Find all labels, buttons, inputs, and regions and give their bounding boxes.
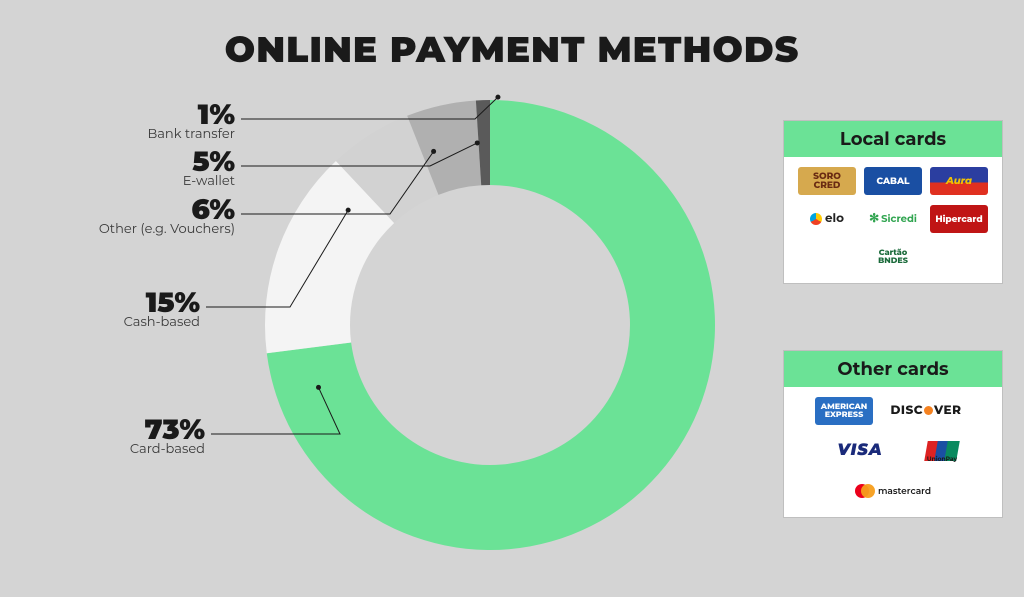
segment-label-cash-based: 15% Cash-based xyxy=(124,289,200,329)
segment-name: Bank transfer xyxy=(147,127,235,141)
segment-name: Other (e.g. Vouchers) xyxy=(99,222,235,236)
donut-chart xyxy=(260,95,720,555)
panel-other-cards: Other cards AMERICAN EXPRESS DISCVER VISA U… xyxy=(783,350,1003,518)
brand-logo-elo: elo xyxy=(798,205,856,233)
segment-label-bank-transfer: 1% Bank transfer xyxy=(147,101,235,141)
segment-label-other: 6% Other (e.g. Vouchers) xyxy=(99,196,235,236)
panel-local-cards: Local cards SORO CRED CABAL Aura elo ✻Sicred… xyxy=(783,120,1003,284)
segment-pct: 5% xyxy=(183,148,235,176)
segment-pct: 1% xyxy=(147,101,235,129)
segment-pct: 15% xyxy=(124,289,200,317)
brand-logo-visa: VISA xyxy=(815,437,905,465)
brand-logo-aura: Aura xyxy=(930,167,988,195)
segment-pct: 73% xyxy=(130,416,205,444)
brand-logo-cabal: CABAL xyxy=(864,167,922,195)
brand-logo-mastercard: mastercard xyxy=(848,477,938,505)
logo-grid-local: SORO CRED CABAL Aura elo ✻Sicredi Hipercard Ca… xyxy=(784,157,1002,283)
segment-label-ewallet: 5% E-wallet xyxy=(183,148,235,188)
page-title: ONLINE PAYMENT METHODS xyxy=(0,28,1024,72)
brand-logo-american-express: AMERICAN EXPRESS xyxy=(815,397,873,425)
logo-grid-other: AMERICAN EXPRESS DISCVER VISA UnionPay maste… xyxy=(784,387,1002,517)
panel-header: Other cards xyxy=(784,351,1002,387)
segment-pct: 6% xyxy=(99,196,235,224)
segment-name: Cash-based xyxy=(124,315,200,329)
segment-label-card-based: 73% Card-based xyxy=(130,416,205,456)
brand-logo-sicredi: ✻Sicredi xyxy=(864,205,922,233)
segment-name: E-wallet xyxy=(183,174,235,188)
panel-header: Local cards xyxy=(784,121,1002,157)
brand-logo-sorocred: SORO CRED xyxy=(798,167,856,195)
segment-name: Card-based xyxy=(130,442,205,456)
brand-logo-hipercard: Hipercard xyxy=(930,205,988,233)
brand-logo-cart-o-bndes: Cartão BNDES xyxy=(864,243,922,271)
brand-logo-unionpay: UnionPay xyxy=(913,435,971,467)
brand-logo-discover: DISCVER xyxy=(881,397,971,425)
